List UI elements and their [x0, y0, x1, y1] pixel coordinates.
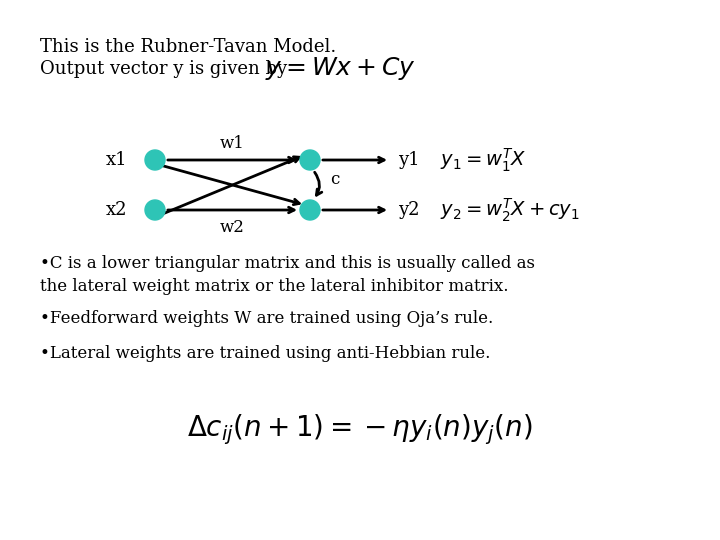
Text: $\Delta c_{ij}(n+1) = -\eta y_i(n) y_j(n)$: $\Delta c_{ij}(n+1) = -\eta y_i(n) y_j(n…: [187, 413, 533, 447]
Text: y1: y1: [398, 151, 420, 169]
Text: $y_1 = w_1^T X$: $y_1 = w_1^T X$: [440, 146, 526, 174]
Text: This is the Rubner-Tavan Model.: This is the Rubner-Tavan Model.: [40, 38, 336, 56]
Text: w2: w2: [220, 219, 245, 237]
Text: •Lateral weights are trained using anti-Hebbian rule.: •Lateral weights are trained using anti-…: [40, 345, 490, 362]
Text: •Feedforward weights W are trained using Oja’s rule.: •Feedforward weights W are trained using…: [40, 310, 493, 327]
Circle shape: [300, 150, 320, 170]
Text: w1: w1: [220, 136, 245, 152]
Circle shape: [145, 150, 165, 170]
Text: x1: x1: [106, 151, 128, 169]
Text: $y = Wx + Cy$: $y = Wx + Cy$: [265, 55, 416, 82]
Text: $y_2 = w_2^T X + cy_1$: $y_2 = w_2^T X + cy_1$: [440, 197, 580, 224]
Text: x2: x2: [107, 201, 127, 219]
Circle shape: [300, 200, 320, 220]
Text: •C is a lower triangular matrix and this is usually called as: •C is a lower triangular matrix and this…: [40, 255, 535, 272]
Text: c: c: [330, 171, 339, 187]
Text: y2: y2: [398, 201, 420, 219]
Circle shape: [145, 200, 165, 220]
Text: Output vector y is given by: Output vector y is given by: [40, 60, 287, 78]
Text: the lateral weight matrix or the lateral inhibitor matrix.: the lateral weight matrix or the lateral…: [40, 278, 508, 295]
